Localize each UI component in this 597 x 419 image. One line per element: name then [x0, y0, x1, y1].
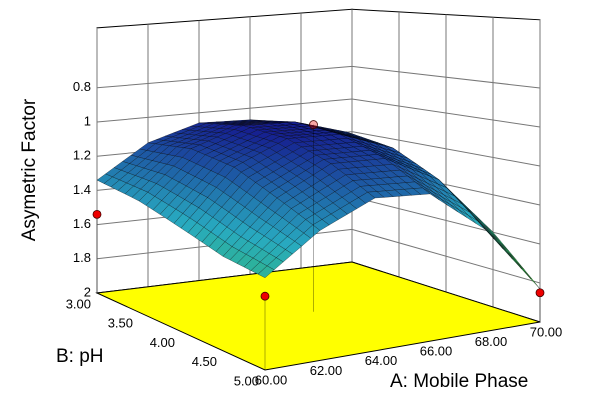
z-tick-label: 1.6 — [73, 216, 91, 231]
design-point — [92, 209, 102, 219]
plot: 0.8 1 1.2 1.4 1.6 1.8 2 60.00 62.00 64.00 66.00 68.… — [66, 8, 563, 388]
design-point — [260, 291, 270, 301]
y-tick-label: 4.00 — [150, 335, 175, 350]
z-tick-label: 2 — [84, 284, 91, 299]
x-axis-title: A: Mobile Phase — [390, 371, 528, 392]
z-tick-label: 1.2 — [73, 148, 91, 163]
z-tick-label: 1.8 — [73, 250, 91, 265]
x-tick-label: 60.00 — [255, 372, 288, 387]
y-tick-label: 4.50 — [192, 354, 217, 369]
y-axis-title: B: pH — [56, 346, 104, 367]
y-tick-label: 3.00 — [66, 296, 91, 311]
y-tick-label: 3.50 — [108, 316, 133, 331]
x-tick-label: 64.00 — [365, 353, 398, 368]
design-point — [309, 120, 318, 129]
x-tick-label: 66.00 — [420, 344, 453, 359]
z-tick-label: 1 — [84, 113, 91, 128]
z-tick-label: 1.4 — [73, 182, 91, 197]
z-tick-label: 0.8 — [73, 79, 91, 94]
design-point — [535, 288, 545, 298]
z-axis-title: Asymetric Factor — [19, 98, 40, 241]
x-tick-label: 68.00 — [475, 334, 508, 349]
surface-patch — [257, 265, 275, 279]
y-tick-label: 5.00 — [234, 373, 259, 388]
x-tick-label: 70.00 — [530, 324, 563, 339]
x-tick-label: 62.00 — [310, 363, 343, 378]
